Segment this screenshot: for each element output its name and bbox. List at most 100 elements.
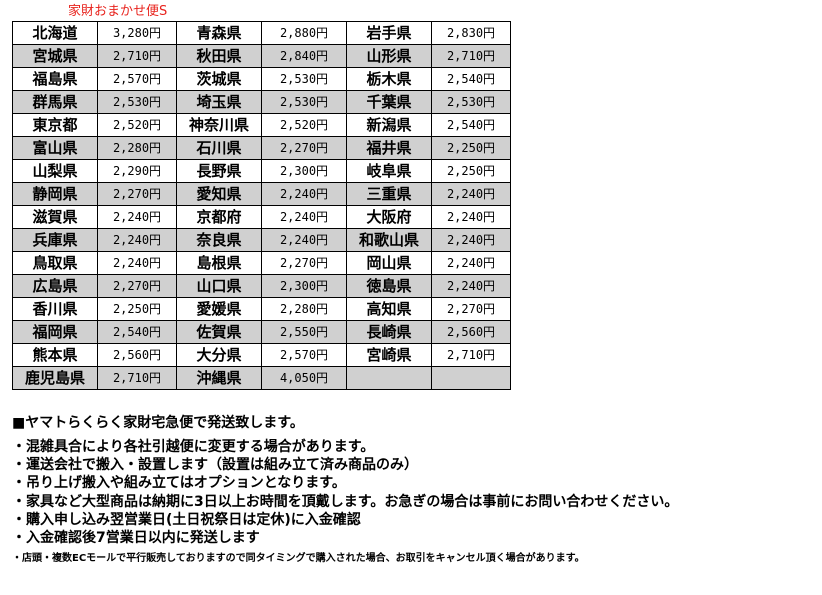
prefecture-cell: 香川県 — [12, 297, 98, 321]
price-cell: 2,530円 — [261, 90, 347, 114]
note-small: ・店頭・複数ECモールで平行販売しておりますので同タイミングで購入された場合、お… — [12, 553, 585, 565]
price-cell: 2,270円 — [261, 251, 347, 275]
note-line: ・運送会社で搬入・設置します（設置は組み立て済み商品のみ） — [12, 457, 418, 474]
price-cell: 2,280円 — [261, 297, 347, 321]
price-cell — [431, 366, 511, 390]
prefecture-cell: 島根県 — [176, 251, 262, 275]
prefecture-cell: 秋田県 — [176, 44, 262, 68]
prefecture-cell: 徳島県 — [346, 274, 432, 298]
price-cell: 2,250円 — [97, 297, 177, 321]
note-line: ・家具など大型商品は納期に3日以上お時間を頂戴します。お急ぎの場合は事前にお問い… — [12, 493, 679, 510]
notes-heading: ■ヤマトらくらく家財宅急便で発送致します。 — [12, 415, 304, 431]
table-row: 福島県 2,570円 茨城県 2,530円 栃木県 2,540円 — [12, 67, 511, 91]
price-cell: 2,840円 — [261, 44, 347, 68]
prefecture-cell: 滋賀県 — [12, 205, 98, 229]
price-cell: 2,560円 — [97, 343, 177, 367]
price-cell: 2,270円 — [97, 274, 177, 298]
prefecture-cell: 石川県 — [176, 136, 262, 160]
prefecture-cell: 神奈川県 — [176, 113, 262, 137]
prefecture-cell: 福岡県 — [12, 320, 98, 344]
shipping-rate-table: 北海道 3,280円 青森県 2,880円 岩手県 2,830円 宮城県 2,710円 秋田県 2… — [12, 21, 511, 390]
note-line: ・混雑具合により各社引越便に変更する場合があります。 — [12, 439, 375, 455]
prefecture-cell: 群馬県 — [12, 90, 98, 114]
price-cell: 2,520円 — [97, 113, 177, 137]
prefecture-cell: 岩手県 — [346, 21, 432, 45]
price-cell: 2,280円 — [97, 136, 177, 160]
shipping-notes: ■ヤマトらくらく家財宅急便で発送致します。 ・混雑具合により各社引越便に変更する… — [12, 414, 678, 566]
table-row: 兵庫県 2,240円 奈良県 2,240円 和歌山県 2,240円 — [12, 228, 511, 252]
price-cell: 2,540円 — [431, 67, 511, 91]
price-cell: 2,830円 — [431, 21, 511, 45]
table-row: 鳥取県 2,240円 島根県 2,270円 岡山県 2,240円 — [12, 251, 511, 275]
price-cell: 2,530円 — [431, 90, 511, 114]
price-cell: 2,250円 — [431, 136, 511, 160]
table-row: 静岡県 2,270円 愛知県 2,240円 三重県 2,240円 — [12, 182, 511, 206]
prefecture-cell: 京都府 — [176, 205, 262, 229]
price-cell: 2,240円 — [261, 228, 347, 252]
price-cell: 2,560円 — [431, 320, 511, 344]
price-cell: 2,270円 — [431, 297, 511, 321]
price-cell: 2,240円 — [431, 251, 511, 275]
prefecture-cell: 広島県 — [12, 274, 98, 298]
table-row: 北海道 3,280円 青森県 2,880円 岩手県 2,830円 — [12, 21, 511, 45]
price-cell: 2,300円 — [261, 159, 347, 183]
prefecture-cell: 福井県 — [346, 136, 432, 160]
prefecture-cell: 長野県 — [176, 159, 262, 183]
prefecture-cell: 東京都 — [12, 113, 98, 137]
table-row: 広島県 2,270円 山口県 2,300円 徳島県 2,240円 — [12, 274, 511, 298]
price-cell: 2,240円 — [261, 182, 347, 206]
prefecture-cell: 静岡県 — [12, 182, 98, 206]
table-row: 滋賀県 2,240円 京都府 2,240円 大阪府 2,240円 — [12, 205, 511, 229]
prefecture-cell — [346, 366, 432, 390]
price-cell: 2,290円 — [97, 159, 177, 183]
prefecture-cell: 宮崎県 — [346, 343, 432, 367]
prefecture-cell: 兵庫県 — [12, 228, 98, 252]
price-cell: 2,530円 — [97, 90, 177, 114]
price-cell: 2,540円 — [97, 320, 177, 344]
prefecture-cell: 沖縄県 — [176, 366, 262, 390]
table-row: 福岡県 2,540円 佐賀県 2,550円 長崎県 2,560円 — [12, 320, 511, 344]
table-row: 富山県 2,280円 石川県 2,270円 福井県 2,250円 — [12, 136, 511, 160]
price-cell: 3,280円 — [97, 21, 177, 45]
note-line: ・購入申し込み翌営業日(土日祝祭日は定休)に入金確認 — [12, 511, 361, 528]
price-cell: 2,530円 — [261, 67, 347, 91]
table-row: 群馬県 2,530円 埼玉県 2,530円 千葉県 2,530円 — [12, 90, 511, 114]
prefecture-cell: 三重県 — [346, 182, 432, 206]
price-cell: 2,710円 — [97, 366, 177, 390]
price-cell: 2,240円 — [431, 228, 511, 252]
prefecture-cell: 福島県 — [12, 67, 98, 91]
note-line: ・吊り上げ搬入や組み立てはオプションとなります。 — [12, 475, 346, 492]
table-row: 宮城県 2,710円 秋田県 2,840円 山形県 2,710円 — [12, 44, 511, 68]
prefecture-cell: 奈良県 — [176, 228, 262, 252]
table-row: 熊本県 2,560円 大分県 2,570円 宮崎県 2,710円 — [12, 343, 511, 367]
prefecture-cell: 愛媛県 — [176, 297, 262, 321]
price-cell: 2,240円 — [97, 205, 177, 229]
prefecture-cell: 千葉県 — [346, 90, 432, 114]
price-cell: 2,540円 — [431, 113, 511, 137]
price-cell: 2,710円 — [431, 44, 511, 68]
price-cell: 4,050円 — [261, 366, 347, 390]
note-line: ・入金確認後7営業日以内に発送します — [12, 530, 260, 547]
prefecture-cell: 鹿児島県 — [12, 366, 98, 390]
prefecture-cell: 栃木県 — [346, 67, 432, 91]
prefecture-cell: 高知県 — [346, 297, 432, 321]
price-cell: 2,300円 — [261, 274, 347, 298]
price-cell: 2,240円 — [431, 274, 511, 298]
price-cell: 2,240円 — [97, 251, 177, 275]
prefecture-cell: 長崎県 — [346, 320, 432, 344]
shipping-plan-title: 家財おまかせ便S — [68, 4, 168, 19]
prefecture-cell: 佐賀県 — [176, 320, 262, 344]
price-cell: 2,240円 — [431, 205, 511, 229]
table-row: 香川県 2,250円 愛媛県 2,280円 高知県 2,270円 — [12, 297, 511, 321]
prefecture-cell: 新潟県 — [346, 113, 432, 137]
prefecture-cell: 愛知県 — [176, 182, 262, 206]
prefecture-cell: 宮城県 — [12, 44, 98, 68]
table-row: 東京都 2,520円 神奈川県 2,520円 新潟県 2,540円 — [12, 113, 511, 137]
prefecture-cell: 岡山県 — [346, 251, 432, 275]
prefecture-cell: 熊本県 — [12, 343, 98, 367]
prefecture-cell: 北海道 — [12, 21, 98, 45]
prefecture-cell: 山口県 — [176, 274, 262, 298]
prefecture-cell: 大阪府 — [346, 205, 432, 229]
price-cell: 2,550円 — [261, 320, 347, 344]
prefecture-cell: 鳥取県 — [12, 251, 98, 275]
